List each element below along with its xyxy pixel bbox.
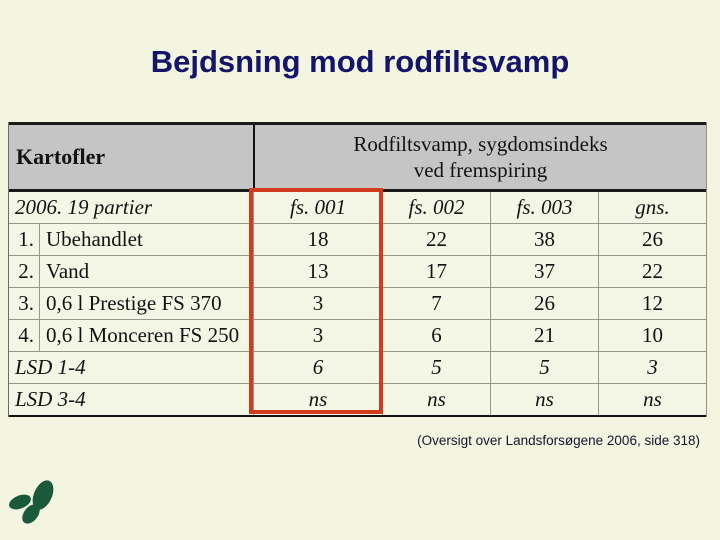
leaf-logo-icon [9,480,54,524]
cell-fs002: 22 [382,224,490,255]
row-name: 0,6 l Monceren FS 250 [39,320,253,351]
subheader-col-fs001: fs. 001 [253,192,382,223]
header-merged-line2: ved fremspiring [413,158,548,182]
subheader-col-fs003: fs. 003 [490,192,598,223]
cell-gns: ns [598,384,706,415]
cell-fs002: 17 [382,256,490,287]
cell-gns: 26 [598,224,706,255]
header-cell-kartofler: Kartofler [16,144,106,169]
cell-fs001: 6 [253,352,382,383]
row-number: 3. [18,291,34,315]
cell-gns: 10 [598,320,706,351]
cell-fs001: 13 [253,256,382,287]
cell-fs001: ns [253,384,382,415]
cell-fs001: 18 [253,224,382,255]
table-header-row: Kartofler Rodfiltsvamp, sygdomsindeks ve… [9,122,706,192]
cell-fs003: 5 [490,352,598,383]
table-subheader-row: 2006. 19 partier fs. 001 fs. 002 fs. 003… [9,192,706,224]
cell-fs002: 5 [382,352,490,383]
cell-fs002: ns [382,384,490,415]
row-number: 1. [18,227,34,251]
row-number: 2. [18,259,34,283]
table-row: 3. 0,6 l Prestige FS 370 3 7 26 12 [9,288,706,320]
cell-fs002: 7 [382,288,490,319]
cell-fs001: 3 [253,320,382,351]
cell-fs003: ns [490,384,598,415]
header-cell-merged: Rodfiltsvamp, sygdomsindeks ved fremspir… [253,125,706,189]
cell-gns: 22 [598,256,706,287]
cell-fs003: 26 [490,288,598,319]
source-citation: (Oversigt over Landsforsøgene 2006, side… [417,433,700,448]
row-name: 0,6 l Prestige FS 370 [39,288,253,319]
subheader-col-gns: gns. [598,192,706,223]
cell-gns: 12 [598,288,706,319]
cell-gns: 3 [598,352,706,383]
subheader-col-fs002: fs. 002 [382,192,490,223]
lsd-label: LSD 1-4 [15,355,86,379]
results-table: Kartofler Rodfiltsvamp, sygdomsindeks ve… [8,122,707,417]
slide-title: Bejdsning mod rodfiltsvamp [150,44,570,79]
cell-fs003: 21 [490,320,598,351]
table-row: 4. 0,6 l Monceren FS 250 3 6 21 10 [9,320,706,352]
cell-fs001: 3 [253,288,382,319]
lsd-label: LSD 3-4 [15,387,86,411]
table-row: 2. Vand 13 17 37 22 [9,256,706,288]
cell-fs003: 37 [490,256,598,287]
row-name: Vand [39,256,253,287]
row-number: 4. [18,323,34,347]
cell-fs002: 6 [382,320,490,351]
cell-fs003: 38 [490,224,598,255]
row-name: Ubehandlet [39,224,253,255]
header-merged-line1: Rodfiltsvamp, sygdomsindeks [353,132,608,156]
subheader-label: 2006. 19 partier [15,195,153,219]
table-row: 1. Ubehandlet 18 22 38 26 [9,224,706,256]
table-row-lsd: LSD 3-4 ns ns ns ns [9,384,706,417]
table-row-lsd: LSD 1-4 6 5 5 3 [9,352,706,384]
